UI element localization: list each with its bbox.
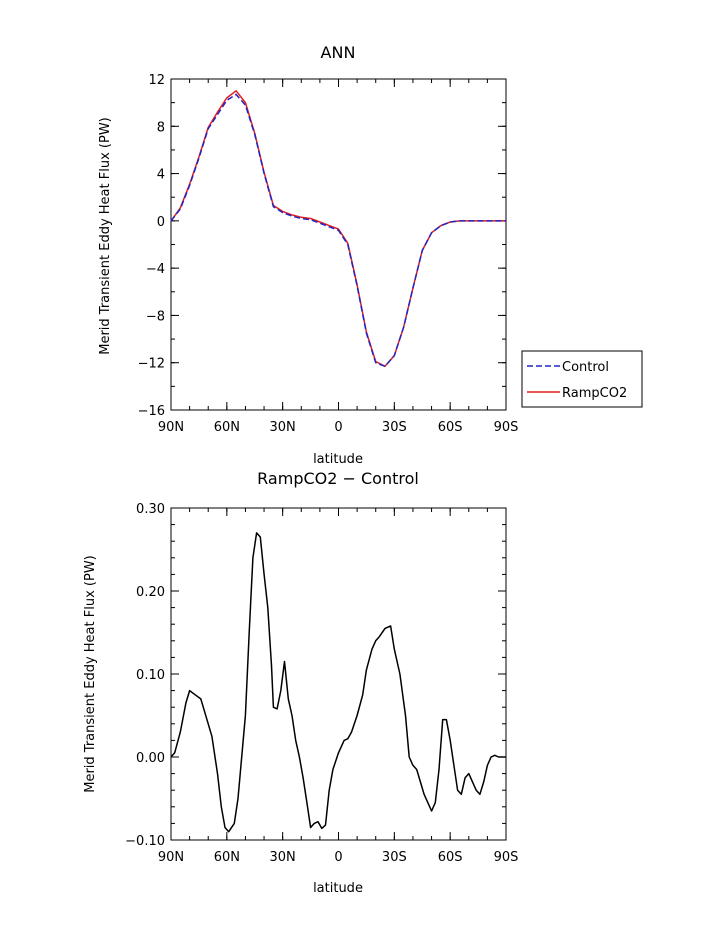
y-tick-label: 8 [157, 120, 165, 135]
x-tick-label: 0 [334, 850, 342, 865]
y-tick-label: −0.10 [125, 834, 165, 849]
y-tick-label: −12 [138, 357, 165, 372]
y-tick-label: −4 [146, 262, 165, 277]
legend-label-control: Control [562, 360, 609, 375]
plot-frame [170, 507, 507, 841]
y-axis-label: Merid Transient Eddy Heat Flux (PW) [98, 117, 113, 355]
y-tick-label: −8 [146, 309, 165, 324]
series-lines [170, 532, 506, 833]
y-ticks: −16 −12 −8 −4 0 4 8 12 [138, 73, 506, 419]
x-tick-label: 60S [438, 850, 463, 865]
x-tick-label: 60S [438, 420, 463, 435]
y-tick-label: 4 [157, 168, 165, 183]
x-axis-label: latitude [313, 881, 363, 896]
y-ticks: −0.10 0.00 0.10 0.20 0.30 [125, 502, 506, 849]
x-tick-label: 60N [214, 850, 240, 865]
y-tick-label: 0 [157, 215, 165, 230]
chart-title: RampCO2 − Control [257, 469, 419, 488]
x-axis-label: latitude [313, 452, 363, 467]
x-tick-label: 30S [382, 850, 407, 865]
x-ticks: 90N 60N 30N 0 30S 60S 90S [158, 79, 519, 435]
y-tick-label: 0.20 [136, 585, 165, 600]
x-tick-label: 30S [382, 420, 407, 435]
x-tick-label: 30N [270, 420, 296, 435]
legend-box [521, 350, 643, 408]
x-tick-label: 90S [494, 420, 519, 435]
chart-ann: ANN latitude Merid Transient Eddy Heat F… [98, 43, 643, 467]
y-tick-label: 12 [148, 73, 165, 88]
chart-title: ANN [321, 43, 356, 62]
y-tick-label: 0.00 [136, 751, 165, 766]
series-line-control [170, 93, 506, 368]
series-line-rampco2 [170, 90, 506, 368]
x-tick-label: 90N [158, 420, 184, 435]
x-ticks: 90N 60N 30N 0 30S 60S 90S [158, 508, 519, 865]
y-axis-label: Merid Transient Eddy Heat Flux (PW) [83, 555, 98, 793]
x-tick-label: 60N [214, 420, 240, 435]
x-tick-label: 90N [158, 850, 184, 865]
series-line-difference [170, 532, 506, 833]
y-tick-label: 0.10 [136, 668, 165, 683]
x-tick-label: 90S [494, 850, 519, 865]
y-tick-label: 0.30 [136, 502, 165, 517]
chart-difference: RampCO2 − Control latitude Merid Transie… [83, 469, 518, 896]
x-tick-label: 30N [270, 850, 296, 865]
legend: Control RampCO2 [521, 350, 643, 408]
x-tick-label: 0 [334, 420, 342, 435]
legend-label-rampco2: RampCO2 [562, 386, 627, 401]
plot-frame [170, 78, 507, 411]
y-tick-label: −16 [138, 404, 165, 419]
series-lines [170, 90, 506, 368]
